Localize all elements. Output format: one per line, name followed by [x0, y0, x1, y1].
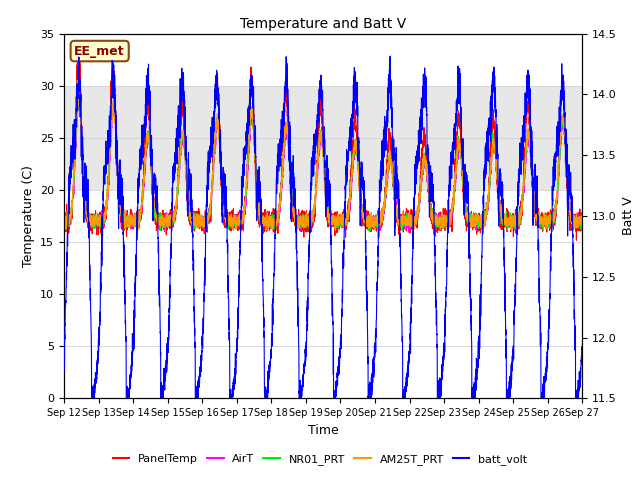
- Legend: PanelTemp, AirT, NR01_PRT, AM25T_PRT, batt_volt: PanelTemp, AirT, NR01_PRT, AM25T_PRT, ba…: [108, 450, 532, 469]
- Title: Temperature and Batt V: Temperature and Batt V: [240, 17, 406, 31]
- X-axis label: Time: Time: [308, 424, 339, 437]
- Y-axis label: Batt V: Batt V: [623, 197, 636, 235]
- Bar: [64, 86, 582, 190]
- Y-axis label: Temperature (C): Temperature (C): [22, 165, 35, 267]
- Text: EE_met: EE_met: [74, 45, 125, 58]
